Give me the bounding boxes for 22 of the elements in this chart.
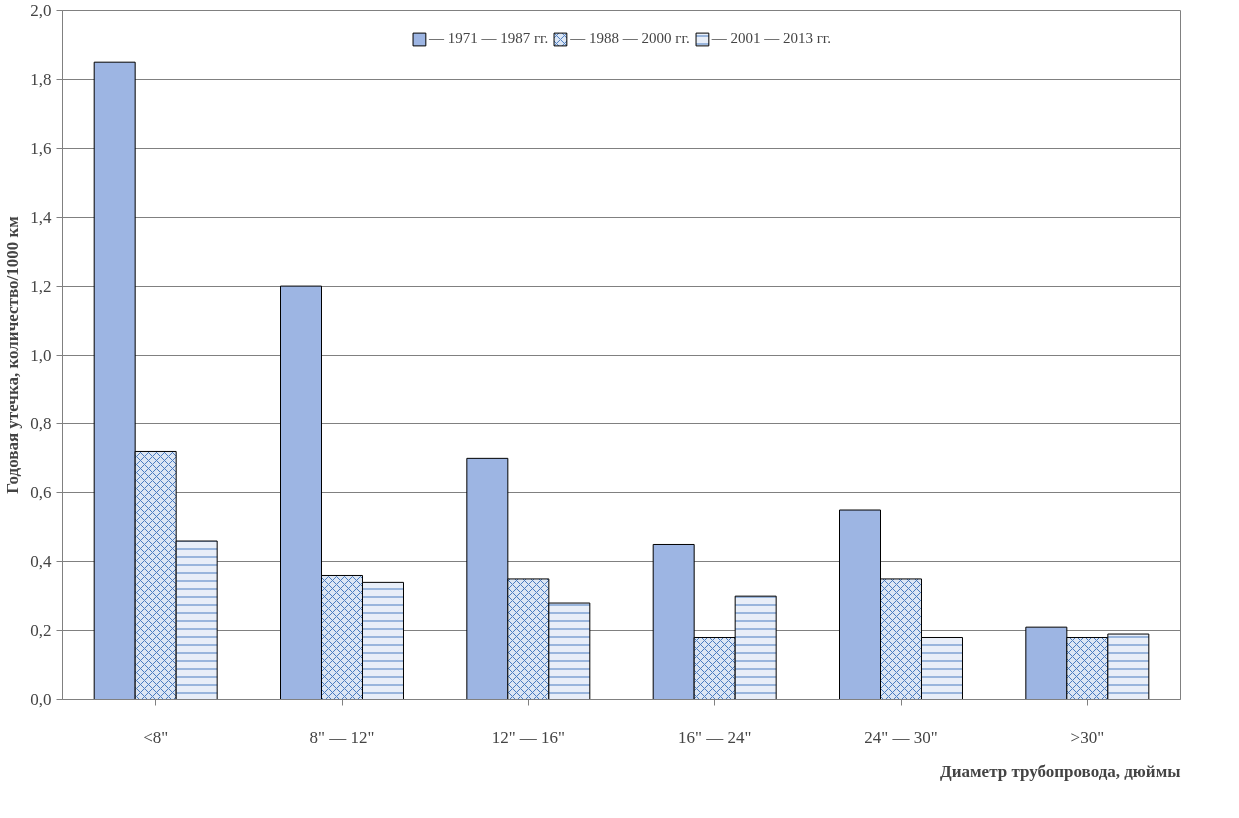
legend-label: — 2001 — 2013 гг. [711,30,832,47]
y-tick-label: 1,8 [30,69,52,89]
x-tick-label: 24" — 30" [864,727,938,747]
y-tick-label: 1,2 [30,276,52,296]
y-tick-label: 2,0 [30,1,52,20]
x-axis-title: Диаметр трубопровода, дюймы [940,761,1181,781]
y-tick-label: 0,4 [30,552,52,572]
x-tick-label: 8" — 12" [309,727,375,747]
x-tick-label: <8" [143,727,169,747]
legend-label: — 1988 — 2000 гг. [570,30,690,47]
y-tick-label: 0,2 [30,621,52,641]
y-tick-label: 1,4 [30,207,52,227]
x-tick-label: >30" [1070,727,1105,747]
y-tick-label: 0,8 [30,414,52,434]
x-tick-label: 16" — 24" [677,727,752,747]
y-tick-label: 0,6 [30,483,52,503]
y-axis-title: Годовая утечка, количество/1000 км [3,215,23,494]
y-tick-label: 1,0 [30,345,52,365]
x-tick-label: 12" — 16" [491,727,566,747]
y-tick-label: 0,0 [30,690,52,709]
legend-label: — 1971 — 1987 гг. [428,30,549,47]
y-tick-label: 1,6 [30,138,52,158]
